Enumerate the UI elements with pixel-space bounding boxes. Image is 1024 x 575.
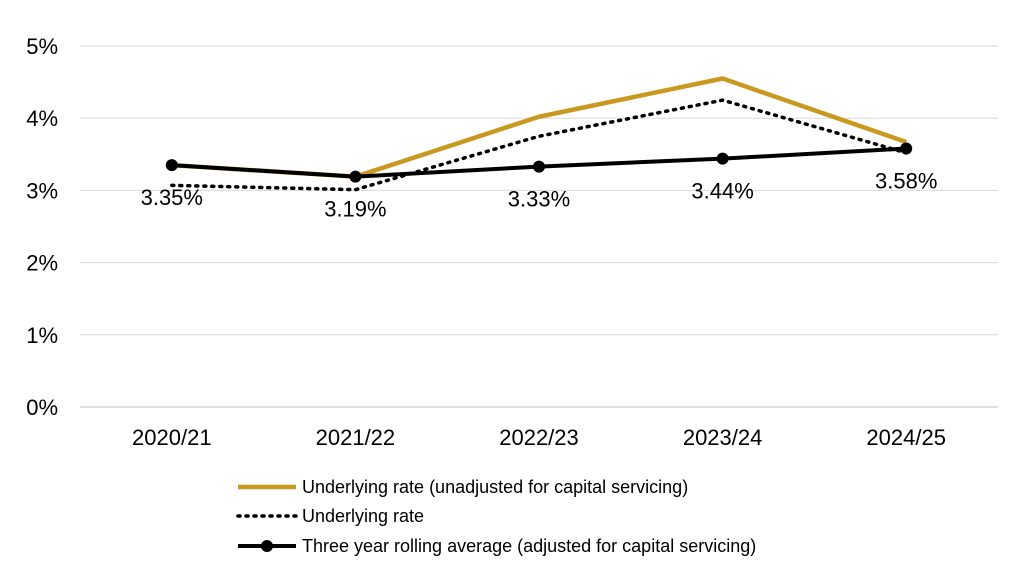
legend-label-1: Underlying rate (unadjusted for capital … [302, 477, 688, 497]
y-tick-label: 1% [26, 323, 58, 348]
data-label: 3.58% [875, 169, 937, 194]
x-tick-label: 2024/25 [866, 425, 946, 450]
y-tick-label: 0% [26, 395, 58, 420]
y-tick-label: 4% [26, 106, 58, 131]
data-label: 3.33% [508, 187, 570, 212]
y-axis-tick-labels: 0% 1% 2% 3% 4% 5% [26, 34, 58, 420]
data-point-marker [900, 142, 913, 155]
x-tick-label: 2022/23 [499, 425, 579, 450]
x-axis-tick-labels: 2020/21 2021/22 2022/23 2023/24 2024/25 [132, 425, 946, 450]
legend: Underlying rate (unadjusted for capital … [236, 477, 756, 556]
y-tick-label: 5% [26, 34, 58, 59]
y-tick-label: 3% [26, 178, 58, 203]
series-lines [165, 76, 913, 192]
x-tick-label: 2020/21 [132, 425, 212, 450]
data-label: 3.44% [691, 179, 753, 204]
x-tick-label: 2023/24 [683, 425, 763, 450]
gridlines [80, 45, 998, 408]
series-line-2 [170, 98, 908, 192]
data-label: 3.19% [324, 197, 386, 222]
legend-label-2: Underlying rate [302, 506, 424, 526]
y-tick-label: 2% [26, 251, 58, 276]
data-label: 3.35% [141, 185, 203, 210]
data-point-marker [533, 160, 545, 173]
data-labels: 3.35% 3.19% 3.33% 3.44% 3.58% [141, 169, 938, 222]
legend-marker [261, 540, 273, 552]
data-point-marker [349, 170, 362, 183]
data-point-marker [716, 152, 729, 165]
x-tick-label: 2021/22 [316, 425, 396, 450]
data-point-marker [165, 159, 178, 172]
legend-label-3: Three year rolling average (adjusted for… [302, 536, 756, 556]
